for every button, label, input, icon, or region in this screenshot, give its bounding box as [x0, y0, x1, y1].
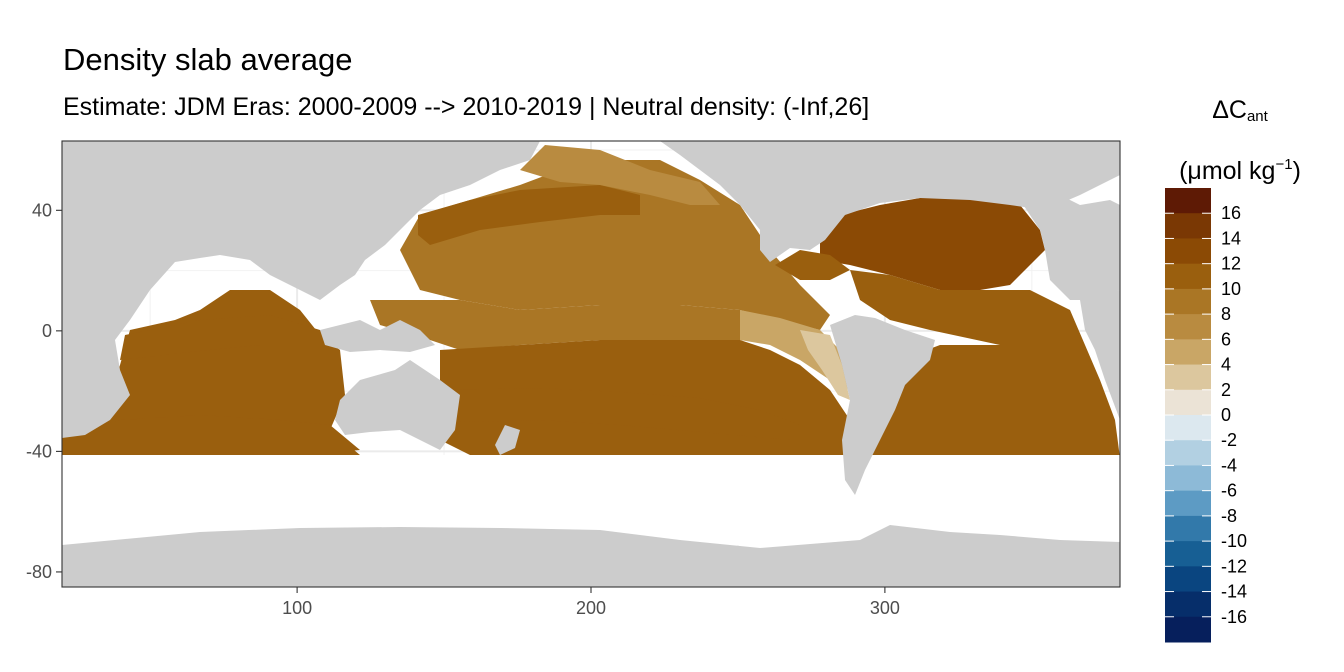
- legend-colorbar: [1165, 188, 1211, 643]
- legend-tick-label: 6: [1221, 329, 1231, 349]
- land: [62, 141, 1120, 587]
- legend-swatch: [1165, 339, 1211, 366]
- region-equatorial-pacific: [370, 300, 800, 350]
- y-tick-label: -40: [26, 441, 52, 461]
- legend-tick-label: 10: [1221, 279, 1241, 299]
- legend-swatch: [1165, 566, 1211, 593]
- chart-subtitle: Estimate: JDM Eras: 2000-2009 --> 2010-2…: [63, 93, 870, 121]
- legend-tick-label: 0: [1221, 405, 1231, 425]
- y-axis: 40 0 -40 -80: [26, 200, 62, 582]
- region-south-atlantic: [860, 345, 1120, 470]
- region-kuroshio: [418, 185, 640, 245]
- legend-title-subscript: ant: [1246, 108, 1268, 125]
- legend-tick-label: -6: [1221, 481, 1237, 501]
- legend-swatch: [1165, 515, 1211, 542]
- legend-tick-label: -2: [1221, 430, 1237, 450]
- chart-title: Density slab average: [63, 42, 353, 77]
- region-caribbean: [775, 250, 850, 280]
- land-australia: [335, 360, 460, 450]
- legend-title-symbol: ΔC: [1212, 96, 1247, 124]
- legend-swatch: [1165, 465, 1211, 492]
- land-south-america: [830, 315, 935, 495]
- legend-tick-label: 16: [1221, 203, 1241, 223]
- legend-tick-label: -16: [1221, 607, 1247, 627]
- y-tick-label: 40: [32, 200, 52, 220]
- legend-tick-label: -8: [1221, 506, 1237, 526]
- legend-title-unit-line: (μmol kg−1): [1160, 141, 1320, 195]
- legend-swatch: [1165, 213, 1211, 239]
- legend-swatch: [1165, 616, 1211, 643]
- land-antarctica: [62, 525, 1120, 587]
- legend-tick-label: 4: [1221, 355, 1231, 375]
- region-peru-upwelling: [800, 330, 850, 400]
- legend-tick-label: 12: [1221, 254, 1241, 274]
- legend-swatch: [1165, 263, 1211, 290]
- legend-swatch: [1165, 389, 1211, 416]
- legend-unit-superscript: −1: [1275, 156, 1293, 173]
- legend-tick-label: 8: [1221, 304, 1231, 324]
- legend-title-symbol-line: ΔCant: [1160, 86, 1320, 141]
- x-tick-label: 200: [576, 598, 606, 618]
- legend-swatch: [1165, 314, 1211, 340]
- legend-tick-label: -10: [1221, 531, 1247, 551]
- land-europe: [1020, 195, 1120, 300]
- legend-tick-label: 2: [1221, 380, 1231, 400]
- x-tick-label: 100: [282, 598, 312, 618]
- region-bering: [520, 145, 720, 205]
- legend-swatch: [1165, 591, 1211, 618]
- legend-swatch: [1165, 364, 1211, 391]
- legend-swatch: [1165, 440, 1211, 466]
- region-indian-band: [62, 415, 360, 458]
- legend-unit-suffix: ): [1292, 157, 1301, 185]
- legend-swatch: [1165, 188, 1211, 214]
- land-north-america: [660, 141, 1120, 262]
- legend-swatch: [1165, 541, 1211, 567]
- y-tick-label: -80: [26, 562, 52, 582]
- legend-title: ΔCant (μmol kg−1): [1160, 86, 1320, 195]
- region-north-atlantic: [820, 195, 1045, 290]
- legend-swatch: [1165, 238, 1211, 265]
- legend-swatch: [1165, 490, 1211, 517]
- legend-ticks: 16 14 12 10 8 6 4 2 0 -2 -4 -6 -8 -10 -12 -14 -16: [1165, 203, 1247, 627]
- legend-swatch: [1165, 288, 1211, 315]
- legend-unit-prefix: (μmol kg: [1179, 157, 1276, 185]
- x-axis: 100 200 300: [282, 587, 900, 618]
- region-indian-equatorial: [120, 315, 330, 360]
- legend-tick-label: -4: [1221, 455, 1237, 475]
- x-tick-label: 300: [870, 598, 900, 618]
- land-africa-east-wrap: [1080, 290, 1120, 420]
- legend-swatch: [1165, 415, 1211, 441]
- legend-tick-label: -14: [1221, 582, 1247, 602]
- region-tropical-atlantic: [850, 270, 1085, 345]
- land-eurasia-africa: [62, 141, 540, 438]
- ocean-field: [62, 145, 1120, 470]
- region-south-pacific-band: [450, 388, 800, 440]
- y-tick-label: 0: [42, 321, 52, 341]
- land-new-zealand: [495, 425, 520, 455]
- legend-tick-label: 14: [1221, 228, 1241, 248]
- legend-tick-label: -12: [1221, 556, 1247, 576]
- land-maritime-continent: [320, 320, 435, 352]
